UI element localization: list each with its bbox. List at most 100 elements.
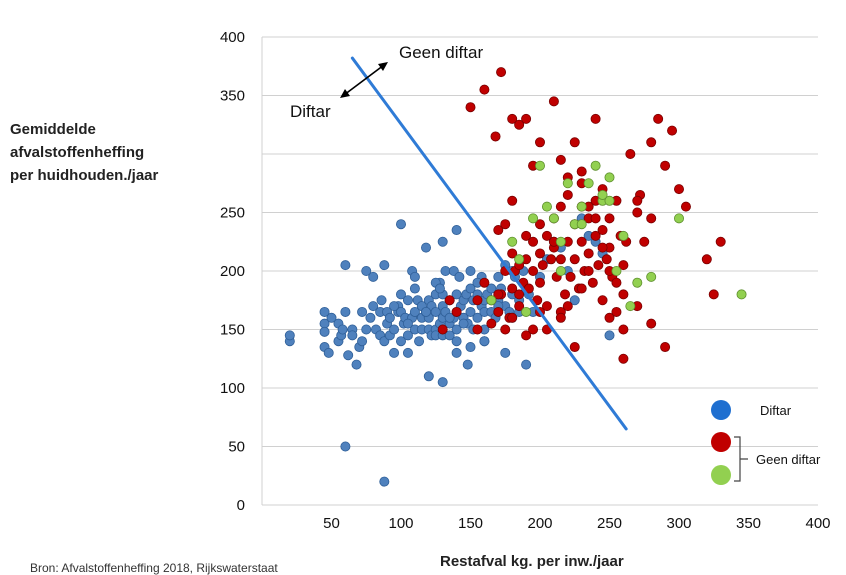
- scatter-point: [660, 342, 671, 353]
- scatter-point: [583, 265, 594, 276]
- scatter-point: [708, 289, 719, 300]
- scatter-point: [395, 219, 406, 230]
- scatter-point: [548, 213, 559, 224]
- scatter-point: [500, 219, 511, 230]
- scatter-point: [493, 271, 504, 282]
- scatter-point: [560, 289, 571, 300]
- scatter-point: [507, 312, 518, 323]
- scatter-point: [402, 330, 413, 341]
- scatter-point: [646, 137, 657, 148]
- scatter-point: [736, 289, 747, 300]
- y-tick-label: 200: [220, 263, 245, 280]
- y-tick-label: 250: [220, 205, 245, 222]
- scatter-point: [618, 230, 629, 241]
- scatter-point: [402, 318, 413, 329]
- scatter-point: [562, 178, 573, 189]
- scatter-point: [319, 306, 330, 317]
- scatter-point: [646, 213, 657, 224]
- scatter-point: [667, 125, 678, 136]
- legend: Diftar Geen diftar: [711, 400, 821, 485]
- x-tick-label: 150: [458, 515, 483, 532]
- scatter-point: [379, 260, 390, 271]
- y-tick-label: 100: [220, 380, 245, 397]
- label-diftar: Diftar: [290, 102, 331, 121]
- scatter-point: [535, 160, 546, 171]
- scatter-point: [409, 306, 420, 317]
- scatter-point: [604, 330, 615, 341]
- scatter-point: [569, 254, 580, 265]
- scatter-point: [493, 225, 504, 236]
- legend-label-geen-diftar: Geen diftar: [756, 452, 821, 467]
- scatter-point: [323, 347, 334, 358]
- scatter-point: [451, 324, 462, 335]
- scatter-point: [674, 213, 685, 224]
- y-axis-label: Gemiddelde afvalstoffenheffing per huidh…: [10, 118, 158, 187]
- scatter-point: [514, 254, 525, 265]
- scatter-point: [409, 283, 420, 294]
- scatter-point: [535, 248, 546, 259]
- scatter-point: [562, 189, 573, 200]
- legend-label-diftar: Diftar: [760, 403, 792, 418]
- scatter-point: [576, 201, 587, 212]
- scatter-point: [454, 271, 465, 282]
- y-tick-label: 400: [220, 29, 245, 46]
- scatter-point: [365, 312, 376, 323]
- scatter-point: [343, 350, 354, 361]
- scatter-point: [465, 283, 476, 294]
- scatter-point: [660, 160, 671, 171]
- scatter-point: [479, 277, 490, 288]
- scatter-point: [389, 324, 400, 335]
- scatter-point: [421, 242, 432, 253]
- scatter-point: [604, 172, 615, 183]
- scatter-point: [576, 283, 587, 294]
- x-tick-label: 400: [805, 515, 830, 532]
- y-axis-label-line-3: per huidhouden./jaar: [10, 167, 159, 184]
- scatter-point: [535, 137, 546, 148]
- scatter-point: [444, 295, 455, 306]
- x-tick-label: 100: [388, 515, 413, 532]
- scatter-point: [601, 254, 612, 265]
- scatter-point: [632, 277, 643, 288]
- scatter-point: [674, 184, 685, 195]
- scatter-point: [402, 347, 413, 358]
- scatter-point: [451, 225, 462, 236]
- scatter-point: [500, 347, 511, 358]
- scatter-point: [472, 312, 483, 323]
- scatter-point: [646, 318, 657, 329]
- scatter-point: [486, 295, 497, 306]
- scatter-point: [472, 295, 483, 306]
- scatter-point: [444, 330, 455, 341]
- scatter-point: [514, 119, 525, 130]
- label-geen-diftar: Geen diftar: [399, 43, 483, 62]
- scatter-point: [507, 195, 518, 206]
- scatter-point: [555, 254, 566, 265]
- scatter-point: [576, 166, 587, 177]
- scatter-point: [351, 359, 362, 370]
- scatter-point: [521, 230, 532, 241]
- scatter-point: [414, 336, 425, 347]
- scatter-point: [437, 377, 448, 388]
- scatter-point: [423, 371, 434, 382]
- y-axis-label-line-1: Gemiddelde: [10, 121, 96, 138]
- scatter-point: [625, 301, 636, 312]
- scatter-point: [507, 236, 518, 247]
- scatter-point: [326, 312, 337, 323]
- scatter-point: [555, 312, 566, 323]
- scatter-point: [340, 306, 351, 317]
- scatter-point: [625, 148, 636, 159]
- x-tick-label: 300: [666, 515, 691, 532]
- scatter-point: [590, 230, 601, 241]
- x-tick-label: 200: [527, 515, 552, 532]
- scatter-point: [507, 248, 518, 259]
- scatter-point: [284, 330, 295, 341]
- scatter-point: [597, 242, 608, 253]
- scatter-point: [680, 201, 691, 212]
- scatter-point: [618, 289, 629, 300]
- x-tick-label: 350: [736, 515, 761, 532]
- legend-marker-geen-diftar-red: [711, 432, 731, 452]
- scatter-point: [632, 195, 643, 206]
- scatter-point: [507, 283, 518, 294]
- scatter-point: [368, 271, 379, 282]
- scatter-point: [541, 230, 552, 241]
